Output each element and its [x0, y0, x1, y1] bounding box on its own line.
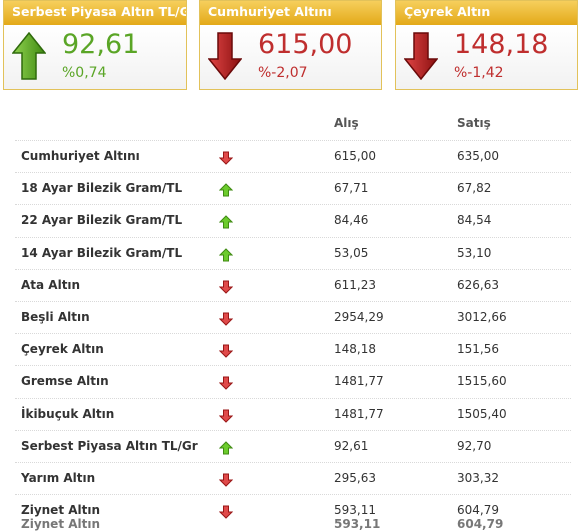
row-sell-price: 92,70: [457, 438, 492, 453]
row-name: 22 Ayar Bilezik Gram/TL: [21, 213, 183, 228]
row-buy-price: 1481,77: [334, 406, 384, 421]
row-sell-partial: 604,79: [457, 517, 504, 531]
row-sell-price: 1515,60: [457, 374, 507, 389]
row-sell-price: 84,54: [457, 213, 492, 228]
row-name: Beşli Altın: [21, 310, 90, 324]
table-row[interactable]: Cumhuriyet Altını 615,00 635,00: [15, 140, 571, 172]
summary-card-change: %-2,07: [258, 65, 308, 81]
row-name: Gremse Altın: [21, 374, 109, 389]
down-arrow-icon: [218, 408, 234, 423]
row-name: 14 Ayar Bilezik Gram/TL: [21, 245, 183, 260]
summary-card-title: Çeyrek Altın: [396, 1, 577, 25]
row-name: Serbest Piyasa Altın TL/Gr: [21, 438, 198, 453]
table-row[interactable]: Serbest Piyasa Altın TL/Gr 92,61 92,70: [15, 429, 571, 462]
down-arrow-icon: [218, 343, 234, 358]
table-row[interactable]: Ata Altın 611,23 626,63: [15, 268, 571, 301]
column-header-buy: Alış: [334, 116, 359, 130]
table-row-partial: Ziynet Altın 593,11 604,79: [15, 517, 571, 531]
table-row[interactable]: 22 Ayar Bilezik Gram/TL 84,46 84,54: [15, 204, 571, 236]
row-buy-price: 67,71: [334, 181, 369, 196]
down-arrow-icon: [218, 311, 234, 326]
summary-card-serbest-piyasa[interactable]: Serbest Piyasa Altın TL/Gr 92,61 %0,74: [3, 0, 187, 90]
table-row[interactable]: Gremse Altın 1481,77 1515,60: [15, 365, 571, 397]
summary-card-value: 92,61: [62, 29, 140, 60]
summary-card-body: 148,18 %-1,42: [396, 25, 577, 89]
row-buy-price: 295,63: [334, 471, 376, 485]
down-arrow-icon: [208, 32, 242, 80]
row-sell-price: 3012,66: [457, 310, 507, 324]
row-buy-price: 92,61: [334, 438, 369, 453]
table-row[interactable]: Ziynet Altın 593,11 604,79: [15, 494, 571, 526]
down-arrow-icon: [218, 375, 234, 391]
row-buy-price: 615,00: [334, 149, 376, 163]
row-buy-partial: 593,11: [334, 517, 381, 531]
row-name: Çeyrek Altın: [21, 342, 104, 357]
row-name: Ziynet Altın: [21, 503, 101, 518]
down-arrow-icon: [404, 32, 438, 80]
row-buy-price: 53,05: [334, 245, 369, 260]
summary-card-ceyrek[interactable]: Çeyrek Altın 148,18 %-1,42: [395, 0, 578, 90]
summary-card-value: 148,18: [454, 29, 549, 60]
row-buy-price: 2954,29: [334, 310, 384, 324]
row-buy-price: 148,18: [334, 342, 376, 357]
up-arrow-icon: [218, 247, 234, 262]
summary-card-value: 615,00: [258, 29, 353, 60]
summary-card-change: %0,74: [62, 65, 107, 81]
up-arrow-icon: [218, 214, 234, 229]
row-sell-price: 303,32: [457, 471, 499, 485]
summary-card-change: %-1,42: [454, 65, 504, 81]
row-name: Ata Altın: [21, 277, 81, 292]
row-sell-price: 53,10: [457, 245, 492, 260]
summary-card-title: Serbest Piyasa Altın TL/Gr: [4, 1, 186, 25]
table-row[interactable]: Beşli Altın 2954,29 3012,66: [15, 301, 571, 333]
down-arrow-icon: [218, 504, 234, 519]
row-name: İkibuçuk Altın: [21, 406, 115, 421]
down-arrow-icon: [218, 279, 234, 294]
row-sell-price: 635,00: [457, 149, 499, 163]
down-arrow-icon: [218, 150, 234, 165]
row-name: Yarım Altın: [21, 471, 96, 485]
row-buy-price: 611,23: [334, 277, 376, 292]
table-row[interactable]: 18 Ayar Bilezik Gram/TL 67,71 67,82: [15, 172, 571, 204]
up-arrow-icon: [218, 440, 234, 455]
row-name: Cumhuriyet Altını: [21, 149, 140, 163]
table-row[interactable]: İkibuçuk Altın 1481,77 1505,40: [15, 397, 571, 430]
row-buy-price: 593,11: [334, 503, 376, 518]
down-arrow-icon: [218, 472, 234, 487]
row-buy-price: 84,46: [334, 213, 369, 228]
summary-card-title: Cumhuriyet Altını: [200, 1, 381, 25]
row-name: 18 Ayar Bilezik Gram/TL: [21, 181, 183, 196]
row-sell-price: 604,79: [457, 503, 499, 518]
column-header-sell: Satış: [457, 116, 491, 130]
row-name-partial: Ziynet Altın: [21, 517, 101, 531]
row-sell-price: 626,63: [457, 277, 499, 292]
summary-card-cumhuriyet[interactable]: Cumhuriyet Altını 615,00 %-2,07: [199, 0, 382, 90]
table-row[interactable]: 14 Ayar Bilezik Gram/TL 53,05 53,10: [15, 236, 571, 269]
summary-card-body: 92,61 %0,74: [4, 25, 186, 89]
row-sell-price: 67,82: [457, 181, 492, 196]
row-sell-price: 151,56: [457, 342, 499, 357]
table-row[interactable]: Yarım Altın 295,63 303,32: [15, 462, 571, 494]
up-arrow-icon: [12, 32, 46, 80]
row-sell-price: 1505,40: [457, 406, 507, 421]
up-arrow-icon: [218, 182, 234, 197]
table-row[interactable]: Çeyrek Altın 148,18 151,56: [15, 333, 571, 365]
row-buy-price: 1481,77: [334, 374, 384, 389]
summary-card-body: 615,00 %-2,07: [200, 25, 381, 89]
